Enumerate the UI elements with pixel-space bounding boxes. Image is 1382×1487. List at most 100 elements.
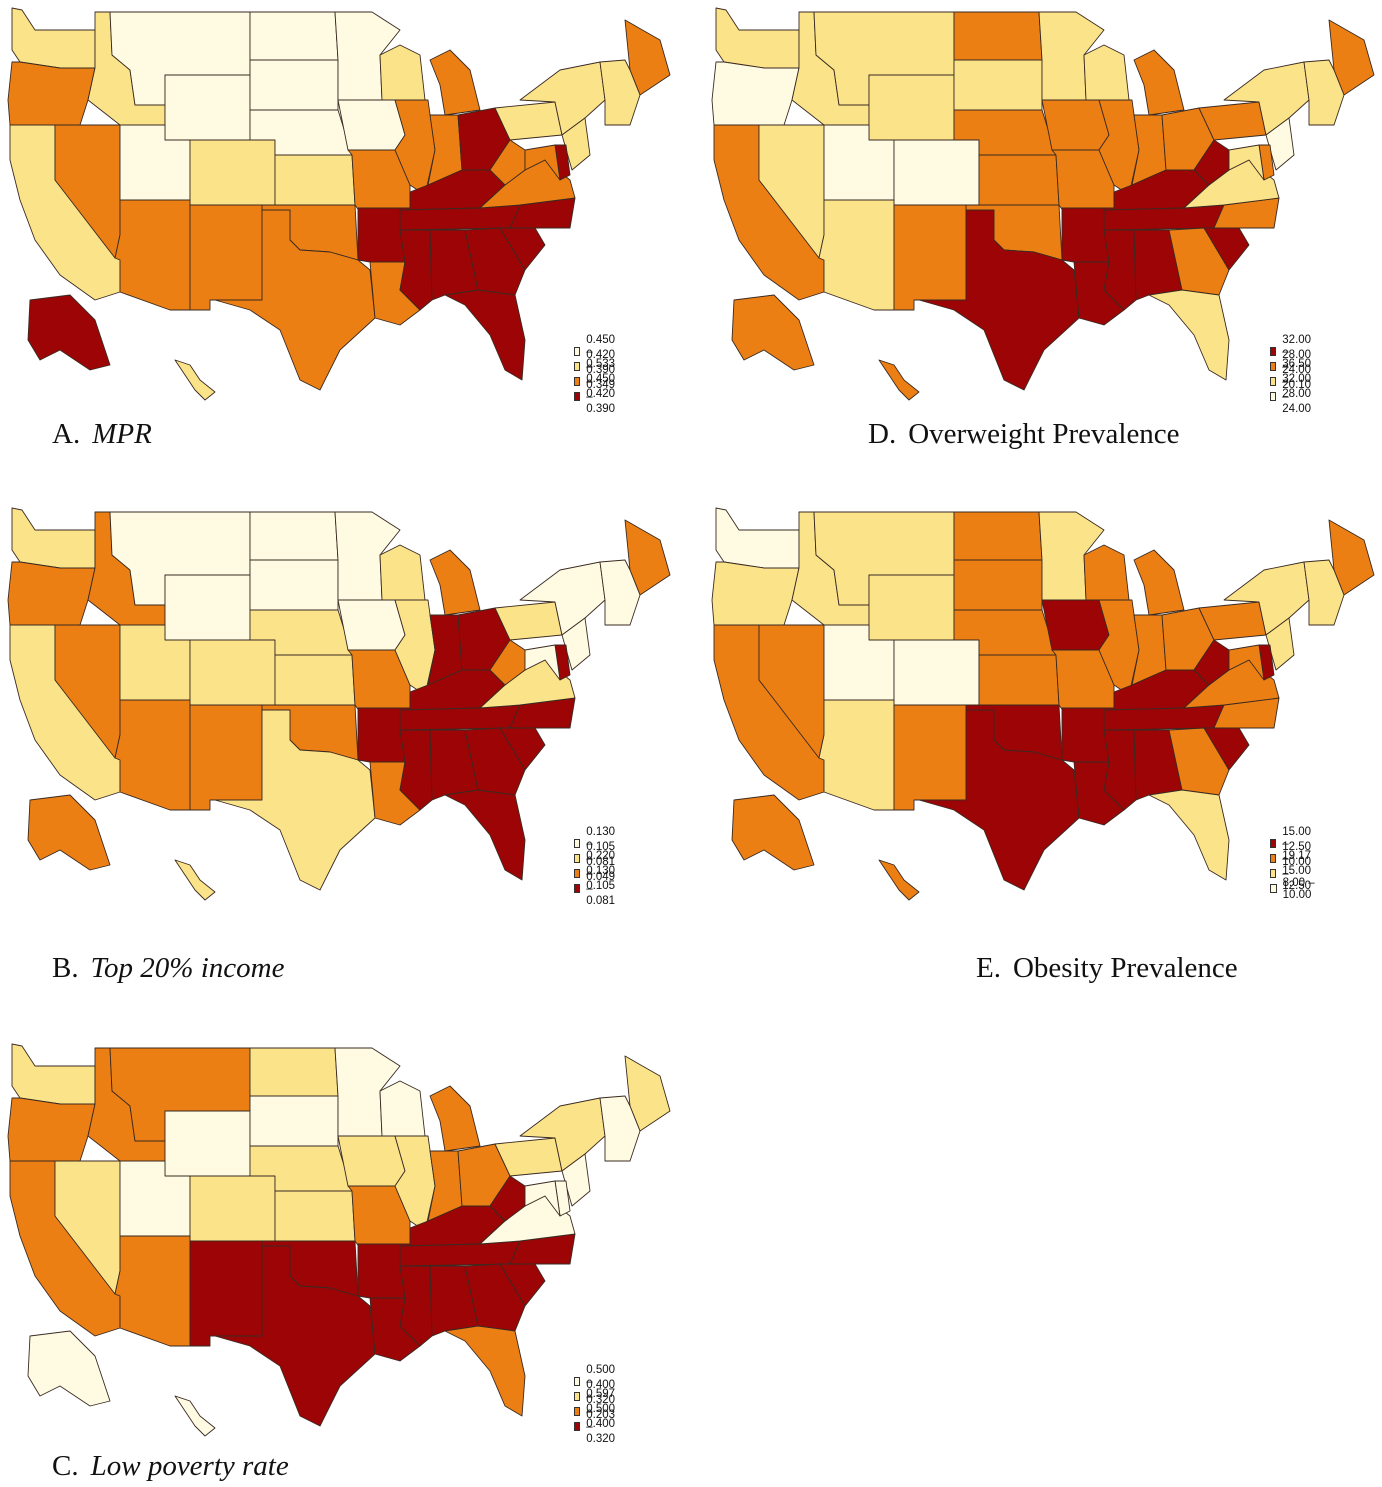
legend-range: 12.50 – 15.00 — [1282, 840, 1312, 877]
state-nm — [189, 1240, 263, 1347]
caption-text: Obesity Prevalence — [1012, 952, 1238, 984]
state-ga — [464, 727, 526, 796]
state-wa — [11, 1043, 96, 1105]
state-wi — [379, 544, 426, 601]
legend-swatch — [574, 839, 581, 848]
legend-swatch — [574, 854, 581, 863]
state-ny — [519, 1097, 606, 1172]
us-map-overweight — [711, 7, 1375, 401]
state-md — [1228, 644, 1265, 681]
legend-swatch — [1270, 392, 1277, 401]
state-wi — [1083, 44, 1130, 101]
state-ny — [1223, 561, 1310, 636]
legend-swatch — [574, 869, 581, 878]
legend-item: 0.390 – 0.420 — [574, 364, 620, 400]
legend-item: 0.500 – 0.597 — [574, 1364, 620, 1400]
caption-label: A. — [52, 418, 81, 450]
state-or — [7, 61, 96, 126]
state-nd — [249, 1047, 339, 1097]
us-map-top-income — [7, 507, 671, 901]
legend-range: 0.049 – 0.081 — [586, 870, 616, 907]
state-tx — [214, 709, 376, 891]
legend-swatch — [1270, 377, 1277, 386]
legend-item: 0.049 – 0.081 — [574, 871, 620, 907]
legend-swatch — [574, 377, 581, 386]
legend-range: 8.00 – 10.00 — [1282, 876, 1315, 901]
state-sd — [953, 559, 1043, 611]
legend-swatch — [574, 1422, 581, 1431]
legend-item: 0.105 – 0.130 — [574, 841, 620, 877]
legend-range: 10.00 – 12.50 — [1282, 855, 1312, 892]
state-mi — [429, 1085, 481, 1152]
legend-obesity: 15.00 – 19.17 12.50 – 15.00 10.00 – 12.50 8… — [1270, 826, 1316, 901]
state-hi — [878, 359, 920, 401]
state-co — [189, 139, 276, 206]
caption-label: E. — [976, 952, 1001, 984]
state-or — [711, 561, 800, 626]
state-az — [114, 199, 191, 311]
legend-swatch — [1270, 362, 1277, 371]
state-ks — [274, 654, 356, 706]
caption-top-income: B. Top 20% income — [52, 952, 284, 985]
state-nd — [953, 11, 1043, 61]
state-ne-small — [599, 59, 641, 126]
state-hi — [174, 859, 216, 901]
state-wa — [715, 7, 800, 69]
legend-item: 12.50 – 15.00 — [1270, 841, 1316, 877]
state-fl — [444, 289, 526, 381]
state-hi — [174, 1395, 216, 1437]
legend-range: 20.10 – 24.00 — [1282, 378, 1312, 415]
state-fl — [444, 789, 526, 881]
legend-swatch — [574, 1377, 581, 1386]
state-nd — [953, 511, 1043, 561]
state-ga — [464, 227, 526, 296]
caption-text: Low poverty rate — [90, 1450, 289, 1482]
state-sd — [249, 59, 339, 111]
state-nc — [509, 1233, 576, 1265]
state-ia — [1041, 599, 1110, 651]
legend-range: 0.390 – 0.420 — [586, 363, 616, 400]
state-fl — [444, 1325, 526, 1417]
legend-swatch — [1270, 869, 1277, 878]
state-tx — [214, 209, 376, 391]
legend-swatch — [1270, 884, 1277, 893]
state-wy — [164, 1110, 251, 1177]
state-me — [624, 19, 671, 96]
legend-item: 8.00 – 10.00 — [1270, 877, 1316, 901]
state-hi — [878, 859, 920, 901]
state-me — [1328, 519, 1375, 596]
legend-range: 0.105 – 0.130 — [586, 840, 616, 877]
legend-swatch — [574, 884, 581, 893]
state-nj — [561, 117, 591, 171]
legend-item: 32.00 – 36.50 — [1270, 334, 1316, 370]
state-or — [711, 61, 800, 126]
legend-overweight: 32.00 – 36.50 28.00 – 32.00 24.00 – 28.00 2… — [1270, 334, 1316, 415]
state-ny — [1223, 61, 1310, 136]
state-ak — [27, 1330, 111, 1407]
state-tx — [214, 1245, 376, 1427]
state-nc — [509, 197, 576, 229]
legend-swatch — [574, 392, 581, 401]
state-wa — [11, 7, 96, 69]
state-ak — [27, 794, 111, 871]
state-wy — [164, 74, 251, 141]
state-ks — [978, 154, 1060, 206]
legend-range: 0.349 – 0.390 — [586, 378, 616, 415]
legend-swatch — [574, 362, 581, 371]
legend-item: 0.130 – 0.220 — [574, 826, 620, 862]
state-sd — [953, 59, 1043, 111]
legend-range: 0.081 – 0.105 — [586, 855, 616, 892]
state-tx — [918, 209, 1080, 391]
state-md — [524, 644, 561, 681]
state-wi — [379, 1080, 426, 1137]
legend-item: 0.420 – 0.450 — [574, 349, 620, 385]
legend-range: 0.500 – 0.597 — [586, 1363, 616, 1400]
state-fl — [1148, 789, 1230, 881]
state-md — [524, 1180, 561, 1217]
state-tx — [918, 709, 1080, 891]
state-ne-small — [1303, 59, 1345, 126]
caption-obesity: E. Obesity Prevalence — [976, 952, 1238, 985]
legend-item: 0.349 – 0.390 — [574, 379, 620, 415]
state-mi — [429, 549, 481, 616]
legend-item: 15.00 – 19.17 — [1270, 826, 1316, 862]
